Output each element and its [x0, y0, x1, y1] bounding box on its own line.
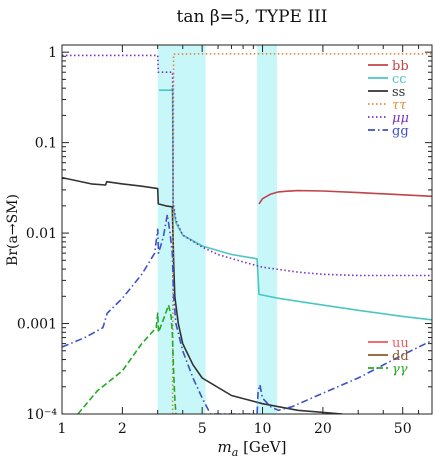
y-tick-label: 0.001 — [17, 317, 57, 333]
legend-label-tautau: ττ — [392, 98, 407, 113]
y-tick-label: 0.01 — [26, 226, 57, 242]
y-tick-label: 1 — [48, 45, 57, 61]
y-axis-label: Br(a→SM) — [5, 194, 21, 266]
highlight-band-2 — [257, 45, 277, 414]
series-layer — [62, 53, 432, 414]
legend-label-mumu: μμ — [392, 111, 409, 126]
x-tick-label: 5 — [198, 421, 207, 437]
y-tick-label: 0.1 — [35, 136, 57, 152]
series-line-mumu — [62, 54, 432, 277]
series-line-gg — [62, 213, 432, 414]
x-tick-label: 10 — [254, 421, 272, 437]
x-axis-label: ma [GeV] — [218, 438, 287, 459]
series-line-bb — [258, 189, 432, 205]
x-tick-label: 50 — [394, 421, 412, 437]
y-tick-label: 10⁻⁴ — [26, 407, 57, 423]
x-tick-label: 20 — [314, 421, 332, 437]
plot-frame — [61, 44, 433, 415]
legend-label-dd: dd — [392, 349, 409, 364]
legend-label-bb: bb — [392, 59, 409, 74]
legend-label-cc: cc — [392, 72, 407, 87]
highlight-band-1 — [157, 45, 206, 414]
axis-ticks: 1 2 5 10 20 50 10⁻⁴ 0.001 0.01 0.1 1 — [17, 45, 433, 437]
series-line-cc — [159, 87, 432, 321]
highlight-bands — [157, 45, 277, 414]
x-tick-label: 1 — [58, 421, 67, 437]
x-tick-label: 2 — [118, 421, 127, 437]
legend-label-uu: uu — [392, 336, 409, 351]
legend-label-gg: gg — [392, 124, 409, 139]
legend-label-gammagamma: γγ — [392, 362, 408, 377]
series-line-gammagamma — [77, 304, 177, 414]
series-line-tautau — [171, 53, 432, 414]
legend-label-ss: ss — [392, 85, 405, 100]
chart-title: tan β=5, TYPE III — [177, 7, 328, 27]
